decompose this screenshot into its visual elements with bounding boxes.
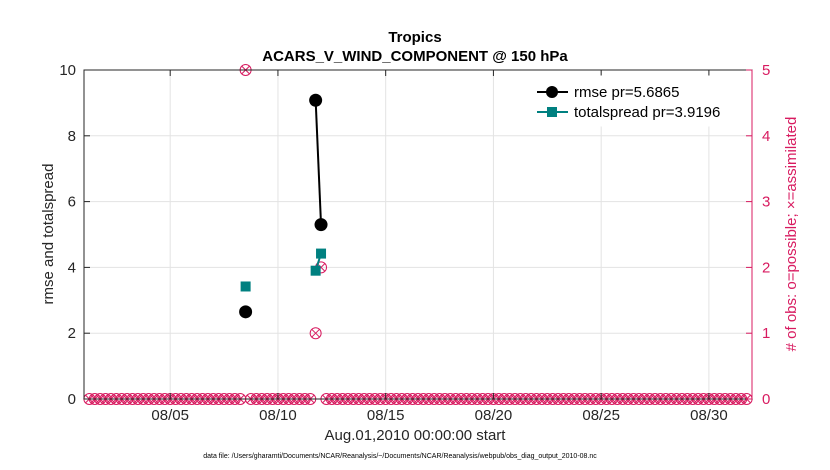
x-tick-label: 08/25 (582, 407, 620, 424)
y-tick-label-right: 4 (762, 128, 770, 145)
totalspread-point (316, 248, 327, 259)
x-tick-label: 08/05 (151, 407, 189, 424)
y-tick-label-right: 3 (762, 194, 770, 211)
y-tick-label-right: 2 (762, 259, 770, 276)
y-tick-label-right: 0 (762, 391, 770, 408)
y-tick-label: 0 (68, 391, 76, 408)
y-axis-label-right: # of obs: o=possible; ×=assimilated (783, 117, 800, 352)
rmse-point (309, 93, 323, 107)
series-layer (239, 93, 328, 319)
y-tick-label: 8 (68, 128, 76, 145)
legend-totalspread-label: totalspread pr=3.9196 (574, 104, 720, 121)
x-axis-label: Aug.01,2010 00:00:00 start (325, 427, 507, 444)
tick-labels: 08/05 08/10 08/15 08/20 08/25 08/30 0 2 4 6 8 10 0 1 2… (59, 62, 770, 424)
y-tick-label: 10 (59, 62, 76, 79)
x-tick-label: 08/15 (367, 407, 405, 424)
y-tick-label: 4 (68, 259, 76, 276)
totalspread-point (310, 265, 321, 276)
legend-totalspread-marker (547, 107, 557, 117)
obs-possible-marker (309, 327, 322, 340)
obs-assimilated-marker (311, 328, 320, 338)
y-tick-label: 6 (68, 194, 76, 211)
x-tick-label: 08/30 (690, 407, 728, 424)
legend-rmse-label: rmse pr=5.6865 (574, 84, 679, 101)
x-tick-label: 08/20 (475, 407, 513, 424)
legend-box (527, 75, 745, 127)
y-tick-label-right: 5 (762, 62, 770, 79)
y-tick-label: 2 (68, 325, 76, 342)
rmse-point (314, 218, 328, 232)
ticks (84, 69, 753, 400)
chart-subtitle: ACARS_V_WIND_COMPONENT @ 150 hPa (262, 48, 568, 65)
rmse-line (314, 100, 323, 225)
legend: rmse pr=5.6865 totalspread pr=3.9196 (527, 75, 745, 127)
y-axis-label: rmse and totalspread (40, 164, 57, 305)
chart-title: Tropics (388, 29, 441, 46)
legend-rmse-marker (546, 86, 558, 98)
data-file-footnote: data file: /Users/gharamti/Documents/NCA… (203, 453, 597, 460)
totalspread-point (240, 281, 251, 292)
y-tick-label-right: 1 (762, 325, 770, 342)
rmse-point (239, 305, 253, 319)
x-tick-label: 08/10 (259, 407, 297, 424)
